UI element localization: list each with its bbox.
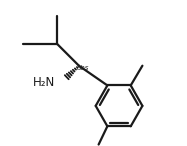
- Text: abs: abs: [77, 65, 89, 71]
- Text: H₂N: H₂N: [33, 76, 56, 89]
